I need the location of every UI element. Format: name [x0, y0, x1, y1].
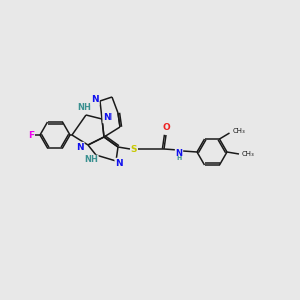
- Text: N: N: [103, 113, 111, 122]
- Text: CH₃: CH₃: [232, 128, 245, 134]
- Text: N: N: [115, 158, 123, 167]
- Text: CH₃: CH₃: [242, 151, 255, 157]
- Text: H: H: [176, 155, 181, 160]
- Text: N: N: [91, 95, 99, 104]
- Text: N: N: [76, 142, 84, 152]
- Text: S: S: [131, 145, 137, 154]
- Text: N: N: [176, 148, 182, 158]
- Text: NH: NH: [77, 103, 91, 112]
- Text: NH: NH: [84, 155, 98, 164]
- Text: N: N: [104, 113, 112, 122]
- Text: O: O: [162, 124, 170, 133]
- Text: F: F: [28, 130, 34, 140]
